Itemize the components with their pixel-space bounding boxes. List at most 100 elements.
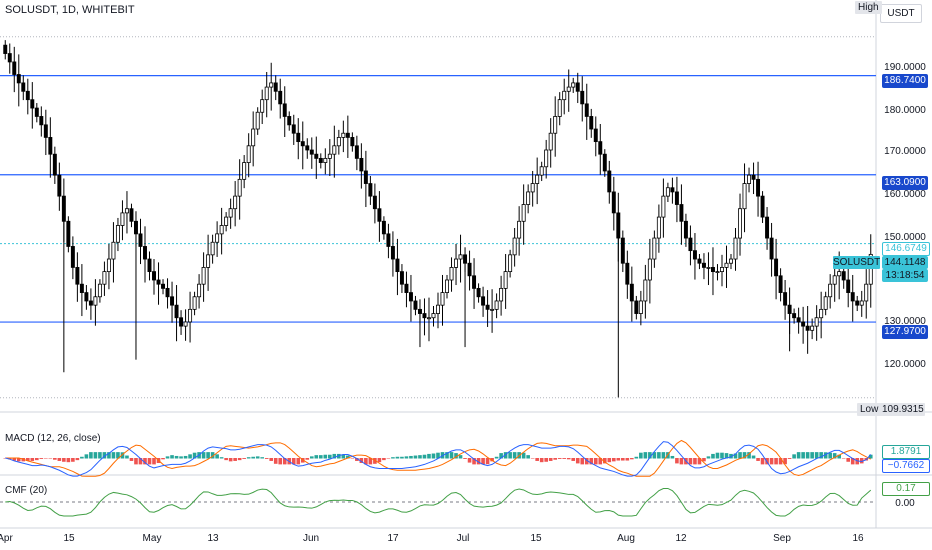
candle-body [7,53,12,63]
candle-body [350,137,355,147]
macd-hist-bar [147,458,152,465]
low-tag: Low [857,403,882,416]
candle-body [30,99,35,109]
candle-body [715,271,720,274]
candle-body [399,271,404,285]
candle-body [70,246,75,268]
macd-hist-bar [846,458,851,462]
macd-hist-bar [499,453,503,459]
candle-body [472,275,477,289]
cmf-value: 0.17 [882,482,930,496]
candle-body [170,296,175,306]
last-price-label: 144.1148 [882,256,928,269]
candle-body [43,124,48,138]
macd-hist-bar [282,458,287,465]
currency-button[interactable]: USDT [880,4,922,23]
macd-hist-bar [602,458,607,464]
candle-body [327,153,332,159]
candle-body [75,267,80,285]
macd-hist-bar [84,454,89,459]
macd-hist-bar [309,456,314,459]
macd-hist-bar [688,458,693,465]
candle-body [485,304,490,310]
macd-hist-bar [260,457,264,459]
candle-body [422,313,427,319]
macd-hist-bar [733,453,738,459]
candle-body [476,287,481,298]
macd-hist-bar [165,456,170,459]
macd-hist-bar [206,452,210,459]
macd-title: MACD (12, 26, close) [5,433,101,444]
macd-hist-bar [138,458,143,465]
candle-body [12,61,17,75]
candle-body [124,208,129,214]
cmf-zero-tick: 0.00 [895,498,915,509]
candle-body [602,153,607,172]
macd-hist-bar [75,458,80,461]
macd-hist-bar [819,452,823,459]
candle-body [201,267,206,285]
x-label-17a: 17 [387,533,399,544]
candle-body [102,271,107,285]
macd-hist-bar [102,452,107,459]
macd-hist-bar [71,458,75,462]
candle-body [512,237,517,256]
macd-hist-bar [575,458,580,464]
candle-body [386,233,391,247]
macd-hist-bar [639,452,643,459]
candle-body [111,241,116,260]
macd-hist-bar [120,452,125,459]
macd-hist-bar [539,458,544,463]
macd-hist-bar [476,458,481,465]
macd-hist-bar [355,458,359,461]
candle-body [206,254,211,268]
low-value: 109.9315 [879,403,925,416]
macd-hist-bar [823,452,828,459]
candle-body [611,191,616,214]
candle-body [16,74,21,84]
macd-signal-line [5,439,871,477]
macd-hist-bar [481,458,485,465]
macd-hist-bar [246,457,251,459]
candle-body [413,300,418,310]
macd-hist-bar [318,455,323,459]
macd-hist-bar [341,454,346,459]
candle-body [706,267,711,269]
macd-hist-bar [39,458,44,459]
candle-body [3,44,8,54]
macd-hist-bar [467,458,472,463]
macd-hist-bar [305,458,310,460]
macd-hist-bar [170,455,174,459]
macd-hist-bar [431,453,436,459]
macd-hist-bar [796,452,801,459]
candle-body [188,308,193,323]
macd-hist-bar [269,458,274,461]
candle-body [147,258,152,273]
candle-body [629,283,634,302]
macd-hist-bar [323,454,328,459]
candle-body [846,279,851,293]
macd-hist-bar [787,458,792,459]
x-label-12a: 12 [675,533,687,544]
macd-hist-bar [404,456,409,459]
candle-body [756,178,761,197]
macd-hist-bar [652,452,657,459]
macd-hist-bar [724,453,729,459]
candle-body [21,82,26,92]
macd-hist-bar [630,458,634,460]
macd-hist-bar [134,458,138,465]
macd-hist-bar [751,455,756,459]
macd-hist-bar [422,454,427,459]
macd-hist-bar [593,458,598,465]
candle-body [638,300,643,314]
macd-hist-bar [792,454,796,459]
candle-body [282,103,287,117]
candle-body [571,82,576,88]
macd-hist-bar [512,452,517,459]
macd-hist-bar [12,458,17,461]
candle-body [463,254,468,264]
macd-hist-bar [657,452,661,459]
price-tick-120: 120.0000 [884,359,926,370]
candle-body [404,283,409,293]
